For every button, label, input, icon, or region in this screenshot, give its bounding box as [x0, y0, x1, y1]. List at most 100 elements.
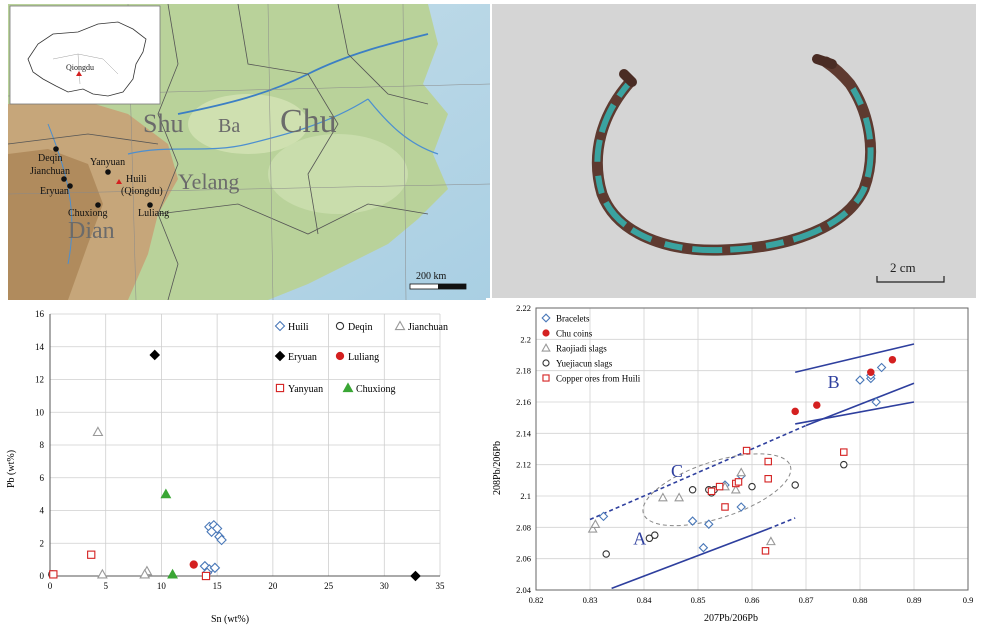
data-point-eryuan: [149, 349, 161, 361]
region-label-shu: Shu: [143, 109, 183, 138]
data-point-chu-coins: [813, 401, 821, 409]
cluster-c-ellipse: [642, 453, 792, 527]
annotation-c: C: [671, 461, 683, 481]
x-tick-label: 30: [380, 581, 390, 591]
x-tick-label: 35: [436, 581, 446, 591]
data-point-yanyuan: [87, 550, 96, 559]
data-point-copper-ores-from-huili: [707, 487, 716, 496]
data-point-jianchuan: [139, 568, 151, 579]
data-point-copper-ores-from-huili: [715, 482, 724, 491]
y-tick-label: 2.2: [520, 334, 531, 344]
site-dot-luliang: [147, 202, 153, 208]
data-point-copper-ores-from-huili: [721, 503, 729, 511]
x-tick-label: 0.87: [799, 595, 814, 605]
data-point-raojiadi-slags: [590, 519, 601, 528]
chart-pb-isotopes-svg: 0.82 0.83 0.84 0.85 0.86 0.87 0.88 0.89 0.9 2.04 2…: [492, 303, 973, 624]
x-tick-label: 25: [324, 581, 334, 591]
inset-map: Qiongdu: [9, 5, 161, 105]
legend-marker-bracelets: [541, 313, 551, 323]
x-tick-label: 5: [103, 581, 108, 591]
map-basin: [188, 94, 308, 154]
legend-marker-raojiadi-slags: [541, 343, 551, 352]
site-dot-deqin: [53, 146, 59, 152]
data-point-copper-ores-from-huili: [764, 457, 772, 466]
y-tick-label: 2.14: [516, 428, 532, 438]
legend-marker-yuejiacun-slags: [542, 359, 550, 367]
site-label-eryuan: Eryuan: [40, 186, 69, 197]
x-tick-label: 0.88: [853, 595, 868, 605]
legend-label-deqin: Deqin: [348, 322, 372, 333]
legend-label-huili: Huili: [288, 322, 309, 333]
bracelet-photo: 2 cm: [492, 4, 976, 300]
y-tick-label: 2.18: [516, 366, 531, 376]
legend-label-chu-coins: Chu coins: [556, 329, 593, 339]
map-borders: [8, 4, 429, 300]
x-tick-label: 10: [157, 581, 167, 591]
data-point-chu-coins: [867, 368, 875, 376]
data-point-bracelets: [598, 511, 609, 522]
legend-marker-chuxiong: [342, 382, 354, 393]
y-axis-label: 208Pb/206Pb: [492, 441, 503, 495]
data-point-bracelets: [704, 519, 714, 529]
y-tick-label: 6: [40, 473, 45, 483]
legend-label-chuxiong: Chuxiong: [356, 384, 395, 395]
trend-line-lower-dashed: [767, 517, 796, 530]
x-tick-label: 0.89: [907, 595, 922, 605]
chart-pb-isotopes: 0.82 0.83 0.84 0.85 0.86 0.87 0.88 0.89 0.9 2.04 2…: [486, 298, 984, 627]
legend-marker-deqin: [335, 321, 345, 331]
y-tick-label: 12: [35, 375, 44, 385]
data-point-copper-ores-from-huili: [761, 547, 770, 555]
x-tick-label: 0.86: [745, 595, 760, 605]
y-tick-label: 2.1: [520, 491, 531, 501]
legend-marker-chu-coins: [542, 329, 550, 337]
x-tick-label: 0.85: [691, 595, 706, 605]
data-point-bracelets: [687, 516, 698, 526]
data-point-yuejiacun-slags: [748, 482, 756, 491]
site-label-deqin: Deqin: [38, 153, 62, 164]
region-label-chu: Chu: [280, 103, 337, 140]
y-tick-label: 2.16: [516, 397, 531, 407]
x-tick-label: 0.83: [583, 595, 598, 605]
data-point-yuejiacun-slags: [791, 481, 799, 489]
x-axis-label: Sn (wt%): [211, 614, 249, 625]
y-tick-label: 2: [40, 538, 45, 548]
legend-label-bracelets: Bracelets: [556, 314, 590, 324]
site-dot-chuxiong: [95, 202, 101, 208]
photo-scale-label: 2 cm: [890, 260, 916, 275]
x-tick-label: 0.84: [637, 595, 653, 605]
map-figure: Qiongdu Shu Ba Chu Yelang Dian Deqin Jia…: [8, 4, 490, 300]
data-point-yuejiacun-slags: [840, 460, 848, 469]
region-label-dian: Dian: [68, 218, 115, 244]
data-point-bracelets: [871, 397, 881, 407]
data-point-bracelets: [736, 502, 746, 512]
data-point-yuejiacun-slags: [688, 485, 697, 494]
trend-line-b-lower: [795, 401, 915, 425]
trend-line-b-upper: [795, 343, 915, 374]
trend-line-upper-dashed: [589, 424, 807, 521]
data-point-yanyuan: [49, 570, 58, 579]
y-tick-label: 2.06: [516, 554, 531, 564]
data-point-yuejiacun-slags: [602, 550, 610, 558]
data-point-bracelets: [876, 362, 887, 373]
data-point-eryuan: [410, 570, 421, 582]
map-scale-label: 200 km: [416, 271, 447, 282]
x-axis-label: 207Pb/206Pb: [704, 613, 758, 624]
map-mountains: [8, 149, 103, 300]
legend-marker-huili: [274, 320, 286, 332]
y-tick-label: 16: [35, 309, 45, 319]
legend-marker-jianchuan: [394, 320, 406, 331]
annotation-a: A: [633, 529, 646, 549]
site-label-yanyuan: Yanyuan: [90, 157, 125, 168]
y-tick-label: 2.22: [516, 303, 531, 313]
y-tick-label: 2.12: [516, 460, 531, 470]
inset-marker-icon: [76, 71, 82, 76]
data-point-copper-ores-from-huili: [734, 478, 743, 486]
y-tick-label: 0: [40, 571, 45, 581]
data-point-copper-ores-from-huili: [764, 475, 772, 483]
data-point-copper-ores-from-huili: [840, 448, 848, 456]
site-label-qiongdu: (Qiongdu): [121, 186, 163, 197]
x-tick-label: 0: [48, 581, 53, 591]
legend-label-jianchuan: Jianchuan: [408, 322, 448, 333]
data-point-huili: [216, 534, 227, 546]
site-label-luliang: Luliang: [138, 208, 169, 219]
